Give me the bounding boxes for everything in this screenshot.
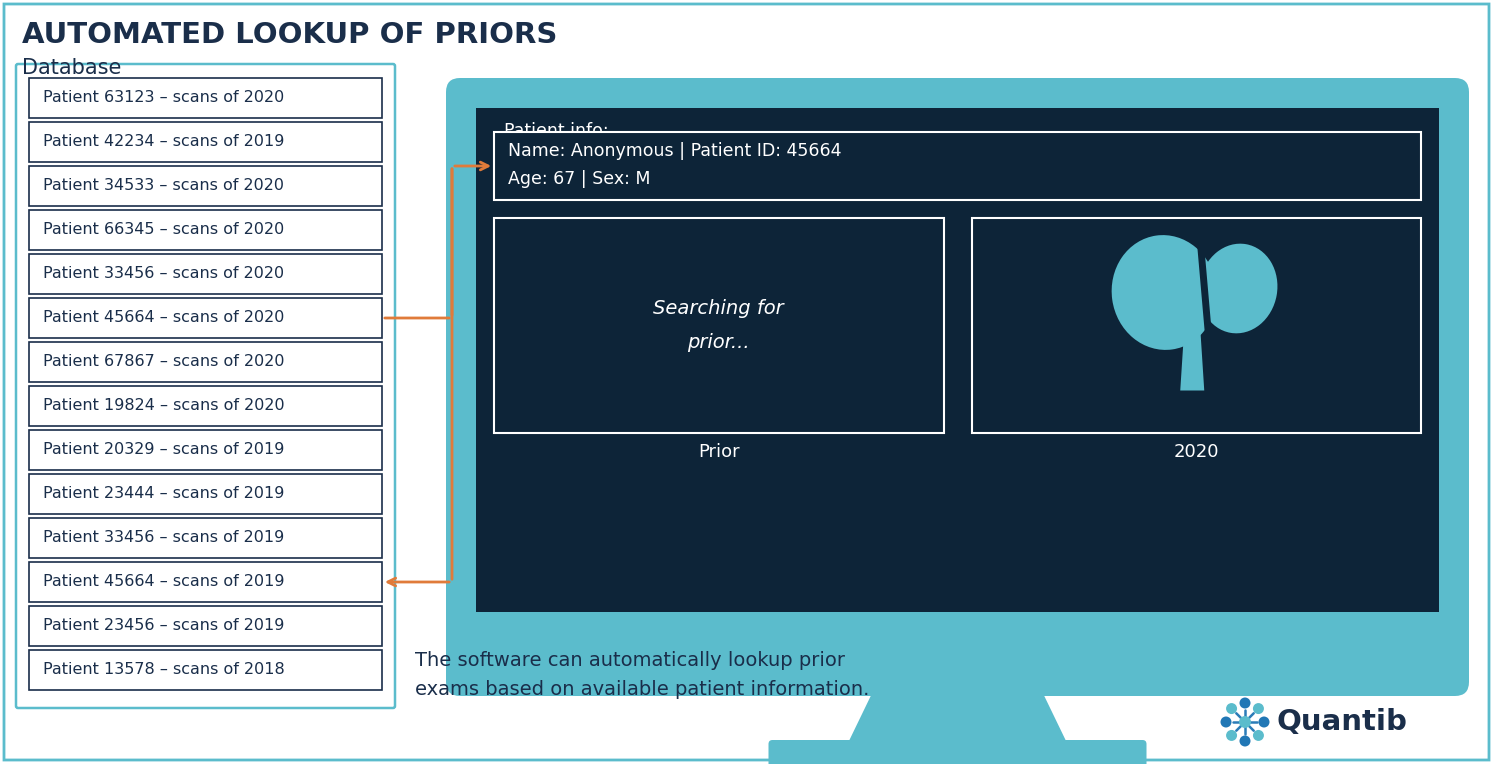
Text: Patient 67867 – scans of 2020: Patient 67867 – scans of 2020	[43, 354, 285, 370]
Text: Patient 33456 – scans of 2019: Patient 33456 – scans of 2019	[43, 530, 284, 545]
FancyBboxPatch shape	[28, 166, 382, 206]
Point	[1191, 236, 1209, 245]
FancyBboxPatch shape	[972, 218, 1421, 433]
FancyBboxPatch shape	[28, 298, 382, 338]
Circle shape	[1253, 730, 1265, 741]
Text: Patient 23444 – scans of 2019: Patient 23444 – scans of 2019	[43, 487, 284, 501]
Circle shape	[1253, 703, 1265, 714]
Polygon shape	[848, 682, 1067, 744]
Text: Prior: Prior	[697, 443, 739, 461]
Text: The software can automatically lookup prior
exams based on available patient inf: The software can automatically lookup pr…	[415, 650, 869, 699]
Circle shape	[1239, 716, 1251, 728]
FancyBboxPatch shape	[28, 342, 382, 382]
Text: Patient 34533 – scans of 2020: Patient 34533 – scans of 2020	[43, 179, 284, 193]
Circle shape	[1226, 703, 1238, 714]
Circle shape	[1220, 717, 1232, 727]
Text: Searching for
prior...: Searching for prior...	[654, 299, 784, 352]
Text: Patient 19824 – scans of 2020: Patient 19824 – scans of 2020	[43, 399, 285, 413]
Text: Patient 33456 – scans of 2020: Patient 33456 – scans of 2020	[43, 267, 284, 281]
FancyBboxPatch shape	[28, 78, 382, 118]
Text: 2020: 2020	[1173, 443, 1218, 461]
Polygon shape	[1181, 329, 1205, 390]
FancyBboxPatch shape	[494, 132, 1421, 200]
Circle shape	[1226, 730, 1238, 741]
Ellipse shape	[1112, 235, 1217, 350]
FancyBboxPatch shape	[476, 108, 1439, 612]
Text: Patient 63123 – scans of 2020: Patient 63123 – scans of 2020	[43, 90, 284, 105]
Text: Patient 13578 – scans of 2018: Patient 13578 – scans of 2018	[43, 662, 285, 678]
FancyBboxPatch shape	[28, 650, 382, 690]
Point	[1199, 328, 1217, 337]
Text: AUTOMATED LOOKUP OF PRIORS: AUTOMATED LOOKUP OF PRIORS	[22, 21, 557, 49]
Circle shape	[1239, 698, 1251, 708]
FancyBboxPatch shape	[16, 64, 396, 708]
FancyBboxPatch shape	[28, 122, 382, 162]
FancyBboxPatch shape	[28, 518, 382, 558]
Text: Name: Anonymous | Patient ID: 45664
Age: 67 | Sex: M: Name: Anonymous | Patient ID: 45664 Age:…	[508, 142, 842, 188]
FancyBboxPatch shape	[28, 254, 382, 294]
Circle shape	[1259, 717, 1269, 727]
FancyBboxPatch shape	[28, 210, 382, 250]
Circle shape	[1239, 736, 1251, 746]
FancyBboxPatch shape	[28, 386, 382, 426]
FancyBboxPatch shape	[28, 562, 382, 602]
Text: Patient 45664 – scans of 2020: Patient 45664 – scans of 2020	[43, 310, 284, 325]
Text: Patient 20329 – scans of 2019: Patient 20329 – scans of 2019	[43, 442, 284, 458]
Text: Database: Database	[22, 58, 121, 78]
Text: Patient 42234 – scans of 2019: Patient 42234 – scans of 2019	[43, 134, 284, 150]
FancyBboxPatch shape	[446, 78, 1469, 696]
Text: Quantib: Quantib	[1277, 708, 1408, 736]
FancyBboxPatch shape	[28, 474, 382, 514]
Line: 2 pts: 2 pts	[1200, 241, 1208, 332]
Ellipse shape	[1199, 244, 1278, 333]
FancyBboxPatch shape	[769, 740, 1147, 764]
Text: Patient 45664 – scans of 2019: Patient 45664 – scans of 2019	[43, 575, 285, 590]
FancyBboxPatch shape	[28, 606, 382, 646]
FancyBboxPatch shape	[494, 218, 944, 433]
Text: Patient 23456 – scans of 2019: Patient 23456 – scans of 2019	[43, 619, 284, 633]
Text: Patient info:: Patient info:	[505, 122, 609, 140]
FancyBboxPatch shape	[28, 430, 382, 470]
Text: Patient 66345 – scans of 2020: Patient 66345 – scans of 2020	[43, 222, 284, 238]
